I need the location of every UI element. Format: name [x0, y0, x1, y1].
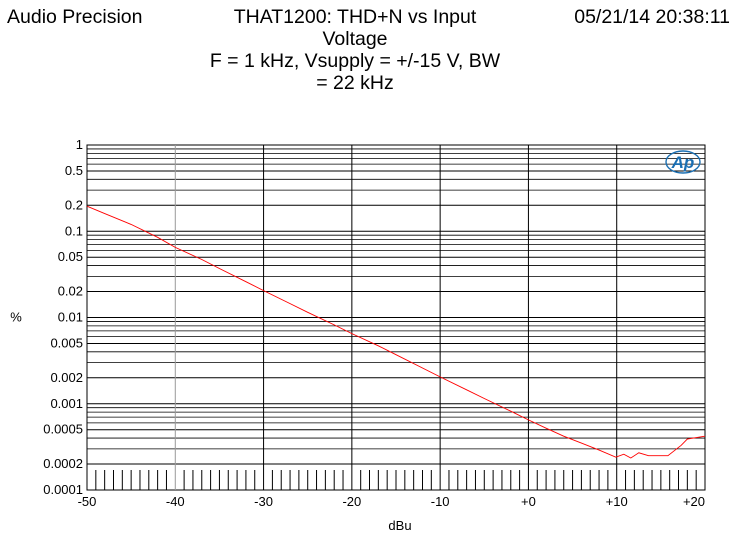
x-axis-label: dBu — [388, 518, 411, 533]
title-line: = 22 kHz — [316, 72, 394, 94]
y-tick-label: 0.5 — [65, 163, 83, 178]
y-tick-label: 0.1 — [65, 223, 83, 238]
y-tick-label: 0.0002 — [43, 456, 83, 471]
title-line: THAT1200: THD+N vs Input — [233, 6, 477, 28]
y-tick-label: 0.001 — [50, 396, 83, 411]
title-line: Voltage — [322, 28, 388, 50]
x-tick-label: -50 — [78, 494, 97, 509]
y-tick-label: 1 — [76, 137, 83, 152]
series-line — [86, 205, 706, 459]
y-tick-label: 0.01 — [58, 310, 83, 325]
x-tick-label: -20 — [342, 494, 361, 509]
y-tick-label: 0.02 — [58, 284, 83, 299]
x-tick-label: -40 — [166, 494, 185, 509]
y-tick-label: 0.005 — [50, 335, 83, 350]
ap-logo-text: Ap — [671, 153, 695, 172]
x-tick-label: +0 — [521, 494, 536, 509]
y-tick-label: 0.05 — [58, 249, 83, 264]
x-tick-label: +10 — [606, 494, 628, 509]
y-tick-label: 0.0005 — [43, 422, 83, 437]
y-axis-label: % — [10, 310, 22, 325]
y-tick-label: 0.0001 — [43, 482, 83, 497]
ap-logo-ring — [665, 150, 701, 174]
x-tick-label: -10 — [431, 494, 450, 509]
y-tick-label: 0.002 — [50, 370, 83, 385]
title-line: F = 1 kHz, Vsupply = +/-15 V, BW — [209, 50, 501, 72]
y-tick-label: 0.2 — [65, 197, 83, 212]
ap-logo: Ap — [665, 150, 701, 174]
timestamp: 05/21/14 20:38:11 — [574, 6, 730, 28]
chart-title: THAT1200: THD+N vs Input Voltage F = 1 k… — [150, 6, 560, 94]
x-tick-label: -30 — [254, 494, 273, 509]
x-tick-label: +20 — [683, 494, 705, 509]
brand-label: Audio Precision — [7, 6, 143, 28]
